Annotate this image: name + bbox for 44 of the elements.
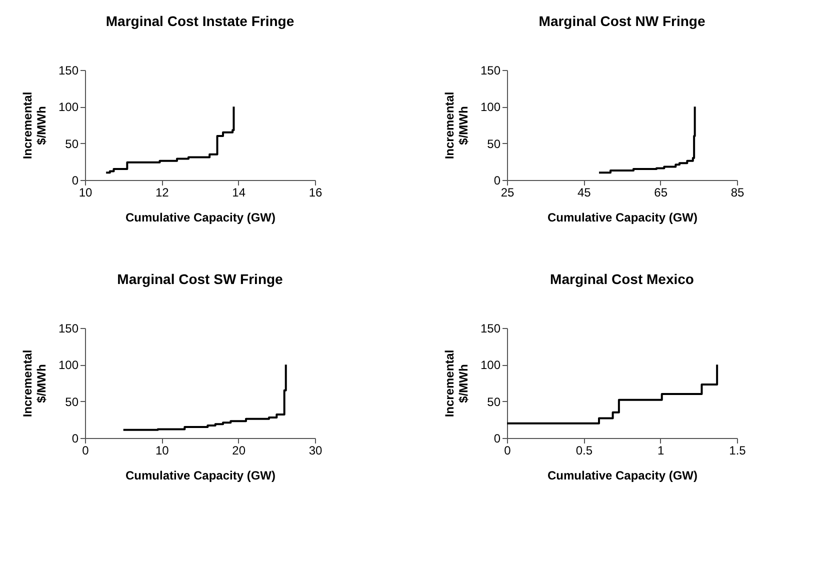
y-tick-label: 100	[480, 100, 501, 114]
x-tick-label: 0.5	[576, 444, 593, 458]
x-axis-title: Cumulative Capacity (GW)	[547, 468, 698, 482]
x-tick-label: 25	[500, 186, 514, 200]
chart-title: Marginal Cost SW Fringe	[117, 271, 284, 287]
y-tick-label: 150	[480, 64, 501, 78]
y-axis-title: Incremental $/MWh	[442, 350, 470, 418]
x-tick-label: 30	[308, 444, 322, 458]
chart-title: Marginal Cost Instate Fringe	[106, 13, 294, 29]
x-tick-label: 85	[730, 186, 744, 200]
x-tick-label: 10	[155, 444, 170, 458]
x-tick-label: 0	[82, 444, 90, 458]
y-tick-label: 100	[480, 358, 501, 372]
y-tick-label: 150	[58, 322, 79, 336]
y-tick-label: 50	[487, 394, 501, 409]
x-tick-label: 1.5	[729, 444, 746, 458]
x-axis-title: Cumulative Capacity (GW)	[125, 210, 276, 224]
y-tick-label: 0	[72, 432, 79, 446]
x-axis-title: Cumulative Capacity (GW)	[547, 210, 698, 224]
x-tick-label: 65	[654, 186, 668, 200]
x-tick-label: 1	[657, 444, 664, 458]
y-tick-label: 150	[480, 322, 501, 336]
y-tick-label: 0	[494, 432, 501, 446]
x-tick-label: 14	[232, 186, 246, 200]
y-tick-label: 150	[58, 64, 79, 78]
x-tick-label: 45	[577, 186, 592, 200]
x-tick-label: 0	[504, 444, 512, 458]
x-tick-label: 16	[308, 186, 322, 200]
y-tick-label: 100	[58, 358, 79, 372]
x-tick-label: 20	[232, 444, 246, 458]
chart-title: Marginal Cost Mexico	[550, 271, 694, 287]
y-tick-label: 50	[65, 394, 79, 409]
y-axis-title: Incremental $/MWh	[442, 92, 470, 160]
x-axis-title: Cumulative Capacity (GW)	[125, 468, 276, 482]
y-axis-title: Incremental $/MWh	[20, 92, 48, 160]
y-tick-label: 100	[58, 100, 79, 114]
y-tick-label: 50	[65, 136, 79, 151]
y-axis-title: Incremental $/MWh	[20, 350, 48, 418]
y-tick-label: 0	[494, 174, 501, 188]
y-tick-label: 50	[487, 136, 501, 151]
x-tick-label: 10	[78, 186, 92, 200]
y-tick-label: 0	[72, 174, 79, 188]
chart-title: Marginal Cost NW Fringe	[538, 13, 706, 29]
x-tick-label: 12	[155, 186, 170, 200]
